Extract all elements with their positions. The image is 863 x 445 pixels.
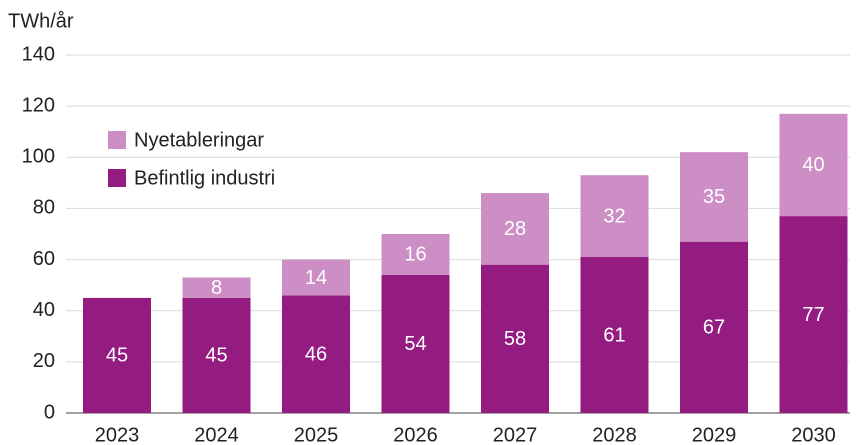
bar-segment — [481, 264, 549, 413]
legend-swatch — [108, 169, 126, 187]
x-tick-label: 2029 — [692, 424, 737, 445]
x-tick-label: 2023 — [95, 424, 140, 445]
y-tick-label: 80 — [33, 197, 55, 219]
bar-segment — [580, 257, 649, 413]
bar-segment — [481, 193, 549, 265]
y-axis-label: TWh/år — [8, 10, 74, 32]
data-label: 45 — [106, 345, 128, 367]
legend-label: Nyetableringar — [134, 129, 264, 151]
legend-swatch — [108, 131, 126, 149]
bar-segment — [381, 234, 450, 275]
x-tick-label: 2028 — [592, 424, 637, 445]
x-tick-label: 2026 — [393, 424, 438, 445]
x-tick-label: 2024 — [194, 424, 239, 445]
bar-segment — [779, 216, 848, 413]
data-label: 67 — [703, 317, 725, 339]
y-tick-label: 40 — [33, 299, 55, 321]
y-tick-label: 140 — [22, 43, 55, 65]
data-label: 28 — [504, 218, 526, 240]
y-tick-label: 0 — [44, 401, 55, 423]
data-label: 77 — [802, 304, 824, 326]
bar-segment — [779, 113, 848, 217]
bar-segment — [282, 295, 350, 413]
bar-segment — [182, 297, 251, 413]
bar-segment — [680, 152, 748, 242]
data-label: 54 — [404, 333, 426, 355]
y-tick-label: 20 — [33, 350, 55, 372]
bar-segment — [83, 297, 151, 413]
data-label: 40 — [802, 154, 824, 176]
legend-label: Befintlig industri — [134, 167, 275, 189]
bar-segment — [580, 175, 649, 258]
x-tick-label: 2027 — [493, 424, 538, 445]
x-tick-label: 2030 — [791, 424, 836, 445]
data-label: 32 — [603, 205, 625, 227]
data-label: 46 — [305, 343, 327, 365]
bar-segment — [182, 277, 251, 298]
bar-segment — [381, 274, 450, 413]
data-label: 8 — [211, 277, 222, 299]
data-label: 45 — [205, 345, 227, 367]
y-tick-label: 60 — [33, 248, 55, 270]
data-label: 58 — [504, 328, 526, 350]
bar-segment — [680, 241, 748, 413]
y-tick-label: 120 — [22, 94, 55, 116]
bar-segment — [282, 259, 350, 296]
x-tick-label: 2025 — [294, 424, 339, 445]
data-label: 14 — [305, 267, 327, 289]
data-label: 35 — [703, 186, 725, 208]
y-tick-label: 100 — [22, 146, 55, 168]
data-label: 16 — [404, 244, 426, 266]
data-label: 61 — [603, 324, 625, 346]
